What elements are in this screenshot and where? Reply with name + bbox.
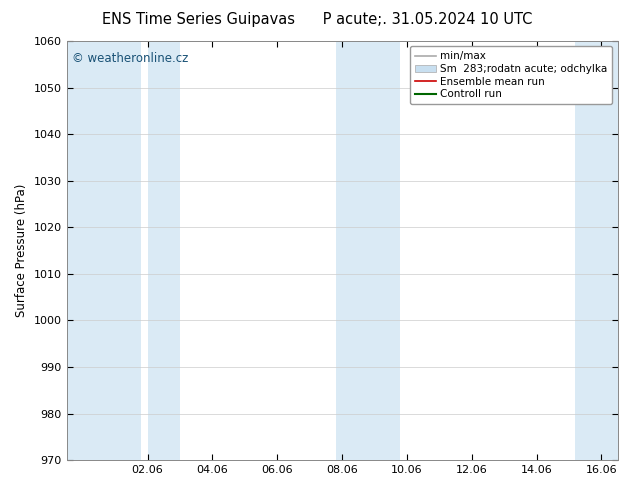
Bar xyxy=(148,41,180,460)
Legend: min/max, Sm  283;rodatn acute; odchylka, Ensemble mean run, Controll run: min/max, Sm 283;rodatn acute; odchylka, … xyxy=(410,46,612,104)
Text: ENS Time Series Guipavas      P acute;. 31.05.2024 10 UTC: ENS Time Series Guipavas P acute;. 31.05… xyxy=(102,12,532,27)
Bar xyxy=(67,41,141,460)
Bar xyxy=(576,41,618,460)
Y-axis label: Surface Pressure (hPa): Surface Pressure (hPa) xyxy=(15,184,28,318)
Text: © weatheronline.cz: © weatheronline.cz xyxy=(72,51,188,65)
Bar xyxy=(335,41,401,460)
